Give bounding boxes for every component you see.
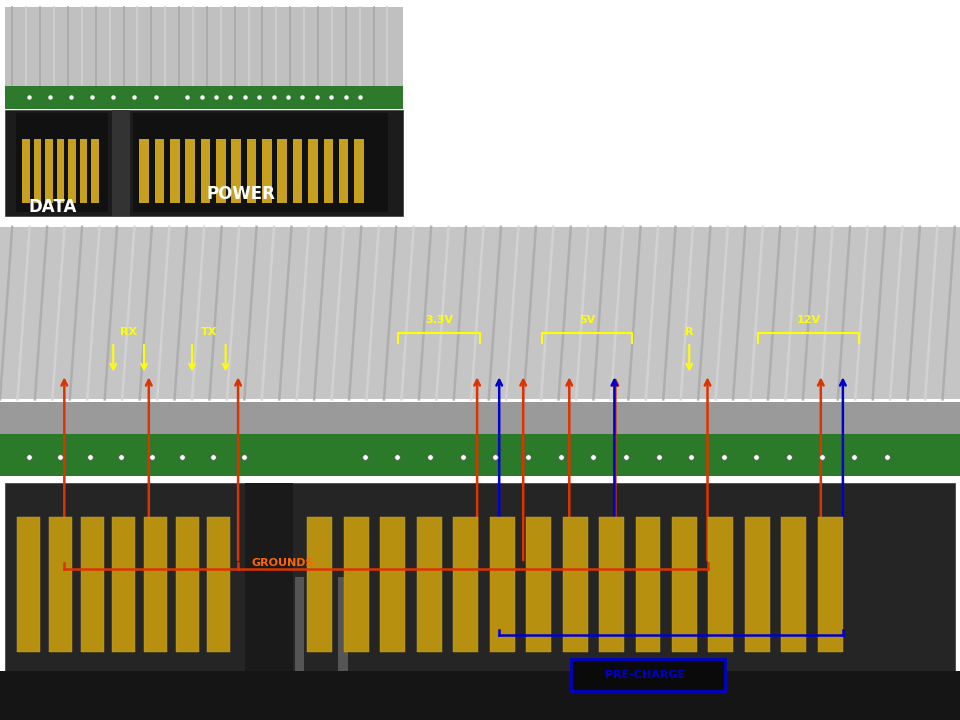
Text: 3.3V: 3.3V (425, 315, 453, 325)
Bar (453, 517, 478, 652)
Text: 5V: 5V (579, 315, 595, 325)
Bar (417, 517, 442, 652)
Bar (216, 139, 226, 203)
Bar (155, 139, 164, 203)
Bar (0, 671, 960, 720)
Bar (34, 139, 41, 203)
Bar (81, 517, 104, 652)
Text: PRE-CHARGE: PRE-CHARGE (605, 670, 685, 680)
Bar (672, 517, 697, 652)
Bar (490, 517, 515, 652)
Bar (338, 577, 348, 671)
Bar (295, 577, 304, 671)
Bar (49, 517, 72, 652)
Bar (293, 139, 302, 203)
Bar (207, 517, 230, 652)
Bar (0, 402, 960, 434)
Bar (144, 517, 167, 652)
Bar (5, 7, 403, 92)
Bar (262, 139, 272, 203)
Bar (22, 139, 30, 203)
Bar (247, 139, 256, 203)
Bar (201, 139, 210, 203)
Text: RX: RX (120, 327, 137, 337)
Bar (745, 517, 770, 652)
Bar (80, 139, 87, 203)
Bar (91, 139, 99, 203)
Bar (781, 517, 806, 652)
Bar (245, 483, 293, 671)
Bar (5, 110, 403, 216)
Bar (45, 139, 53, 203)
Bar (571, 659, 725, 691)
Bar (139, 139, 149, 203)
Text: DATA: DATA (29, 198, 77, 216)
Bar (599, 517, 624, 652)
Bar (818, 517, 843, 652)
Text: R: R (685, 327, 693, 337)
Bar (708, 517, 733, 652)
Bar (17, 517, 40, 652)
Text: TX: TX (201, 327, 217, 337)
Text: GROUNDS: GROUNDS (252, 558, 315, 568)
Bar (0, 434, 960, 476)
Bar (339, 139, 348, 203)
Bar (16, 114, 108, 212)
Text: 12V: 12V (797, 315, 821, 325)
Bar (354, 139, 364, 203)
Bar (563, 517, 588, 652)
Bar (185, 139, 195, 203)
Bar (380, 517, 405, 652)
Bar (170, 139, 180, 203)
Bar (57, 139, 64, 203)
Bar (0, 227, 960, 400)
Bar (324, 139, 333, 203)
Bar (133, 114, 388, 212)
Text: POWER: POWER (206, 185, 276, 203)
Bar (112, 517, 135, 652)
Bar (277, 139, 287, 203)
Bar (307, 517, 332, 652)
Bar (308, 139, 318, 203)
Bar (344, 517, 369, 652)
Bar (526, 517, 551, 652)
Bar (68, 139, 76, 203)
Bar (5, 483, 955, 671)
Bar (5, 86, 403, 109)
Bar (636, 517, 660, 652)
Bar (112, 110, 130, 216)
Bar (176, 517, 199, 652)
Bar (231, 139, 241, 203)
